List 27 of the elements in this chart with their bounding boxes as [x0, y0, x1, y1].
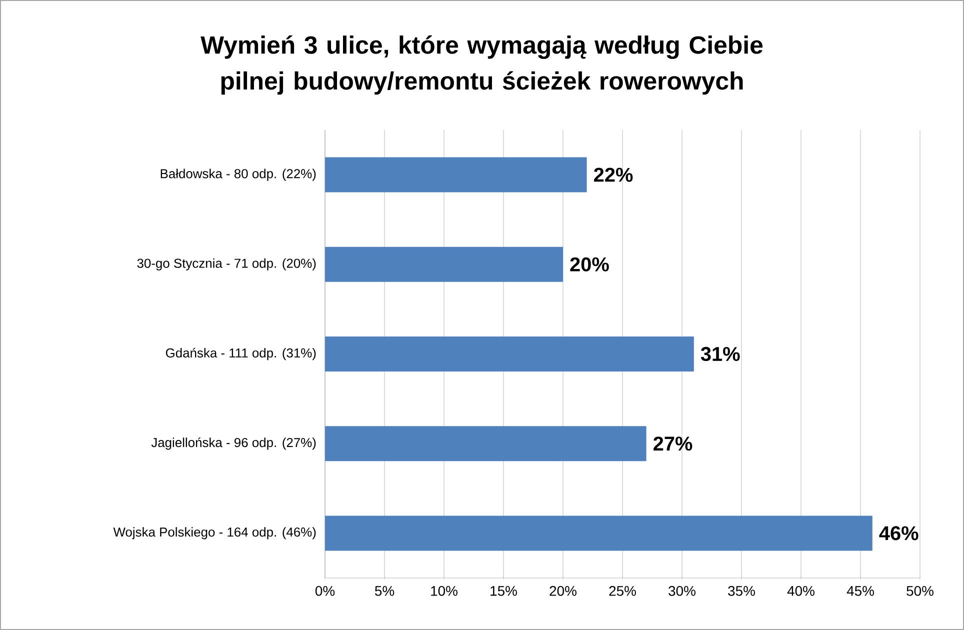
y-tick-label: Bałdowska - 80 odp. (22%) [160, 168, 316, 181]
data-label: 27% [654, 436, 692, 451]
x-tick-label: 30% [668, 586, 696, 596]
y-tick-label: Wojska Polskiego - 164 odp. (46%) [113, 527, 316, 540]
x-tick-label: 45% [846, 586, 874, 596]
x-tick-label: 5% [374, 586, 394, 596]
y-tick-label: 30-go Stycznia - 71 odp. (20%) [137, 258, 316, 270]
y-tick-label: Gdańska - 111 odp. (31%) [166, 348, 316, 360]
bar [325, 336, 694, 372]
bar [325, 516, 872, 551]
bar [325, 157, 587, 192]
bar [325, 426, 646, 462]
data-label: 22% [594, 168, 633, 182]
x-tick-label: 20% [550, 586, 576, 596]
data-label: 46% [879, 526, 918, 540]
y-tick-label: Jagiellońska - 96 odp. (27%) [151, 437, 316, 450]
x-tick-label: 0% [315, 586, 335, 596]
data-label: 31% [700, 346, 740, 362]
x-tick-label: 50% [906, 586, 934, 596]
chart-title: Wymień 3 ulice, które wymagają według Ciebie pilnej budowy/remontu ścieżek rowerowych [200, 35, 763, 95]
data-label: 20% [570, 257, 609, 272]
bar [325, 246, 564, 282]
x-tick-label: 35% [728, 586, 755, 596]
x-tick-label: 10% [431, 586, 458, 596]
x-tick-label: 15% [490, 586, 517, 596]
x-tick-label: 40% [787, 586, 814, 596]
x-tick-label: 25% [609, 586, 636, 596]
